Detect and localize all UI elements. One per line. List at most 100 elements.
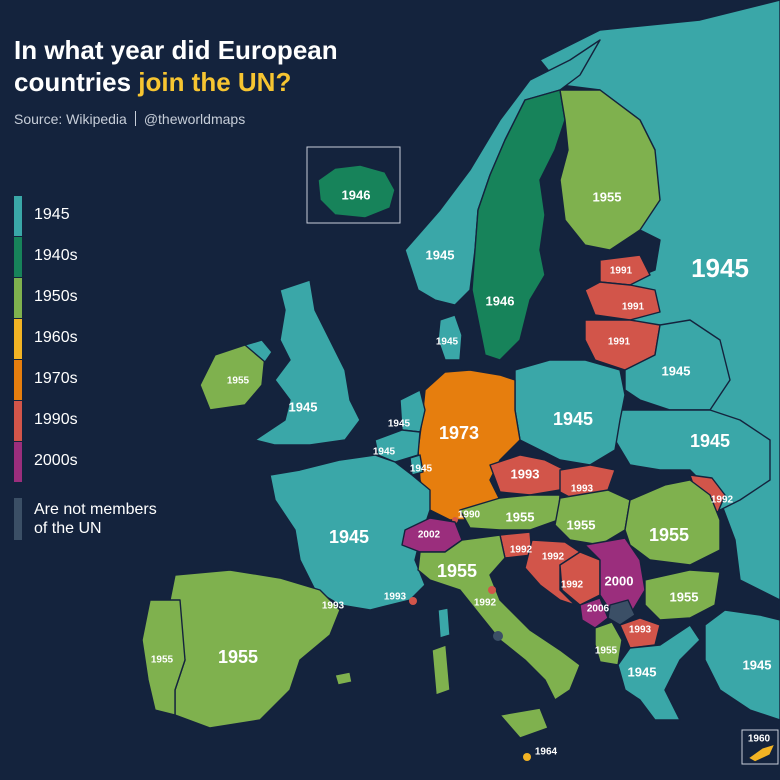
region-cyprus	[747, 743, 776, 763]
label-albania: 1955	[595, 646, 618, 657]
label-estonia: 1991	[610, 266, 633, 277]
iceland-inset-frame	[306, 146, 401, 224]
label-ireland: 1955	[227, 376, 250, 387]
cyprus-inset-frame	[741, 729, 779, 765]
title-line-2: countries join the UN?	[14, 66, 338, 98]
legend-label: 1990s	[34, 411, 78, 428]
title-highlight: join the UN?	[138, 67, 292, 97]
map-title: In what year did European countries join…	[14, 34, 338, 98]
region-sardinia	[431, 644, 451, 696]
label-slovenia: 1992	[510, 545, 533, 556]
label-norway: 1945	[426, 247, 455, 262]
region-iceland	[317, 164, 396, 219]
label-ukraine: 1945	[690, 431, 730, 451]
region-vatican	[493, 631, 503, 641]
region-portugal	[141, 599, 186, 716]
label-serbia: 2000	[605, 573, 634, 588]
label-san-marino: 1992	[474, 598, 497, 609]
region-italy	[417, 534, 581, 701]
legend-label: 1970s	[34, 370, 78, 387]
legend-swatch	[14, 360, 22, 400]
region-belarus	[624, 319, 731, 411]
region-ukraine	[614, 409, 771, 511]
legend-label: Are not members of the UN	[34, 500, 204, 538]
region-hungary	[554, 489, 631, 546]
source-separator	[134, 111, 136, 126]
label-romania: 1955	[649, 525, 689, 545]
legend-label: 1945	[34, 206, 70, 223]
label-germany: 1973	[439, 423, 479, 443]
region-uk	[254, 279, 361, 446]
source-line: Source: Wikipedia @theworldmaps	[14, 111, 245, 127]
label-luxembourg: 1945	[410, 464, 433, 475]
label-portugal: 1955	[151, 655, 174, 666]
region-france	[269, 454, 431, 611]
label-finland: 1955	[593, 189, 622, 204]
region-sweden	[471, 89, 566, 361]
legend-label: 2000s	[34, 452, 78, 469]
label-andorra: 1993	[322, 601, 345, 612]
title-line-2-plain: countries	[14, 67, 139, 97]
label-turkey: 1945	[743, 657, 772, 672]
label-sweden: 1946	[486, 293, 515, 308]
label-hungary: 1955	[567, 517, 596, 532]
label-macedonia: 1993	[629, 625, 652, 636]
label-cyprus: 1960	[748, 734, 771, 745]
label-spain: 1955	[218, 647, 258, 667]
label-russia: 1945	[691, 253, 749, 283]
label-uk: 1945	[289, 399, 318, 414]
region-macedonia	[619, 617, 661, 649]
legend-swatch	[14, 442, 22, 482]
label-croatia: 1992	[542, 552, 565, 563]
label-czechia: 1993	[511, 466, 540, 481]
label-belgium: 1945	[373, 447, 396, 458]
region-latvia	[584, 281, 661, 321]
label-bulgaria: 1955	[670, 589, 699, 604]
legend-swatch	[14, 401, 22, 441]
region-san-marino	[488, 586, 496, 594]
source-handle: @theworldmaps	[143, 111, 246, 127]
legend-nonmember-line-1: Are not members	[34, 501, 157, 518]
legend-swatch	[14, 278, 22, 318]
label-slovakia: 1993	[571, 484, 594, 495]
label-france: 1945	[329, 527, 369, 547]
region-turkey	[704, 609, 780, 721]
region-netherlands	[399, 389, 426, 433]
label-greece: 1945	[628, 664, 657, 679]
legend-swatch	[14, 196, 22, 236]
region-estonia	[599, 254, 651, 286]
legend-nonmember-line-2: of the UN	[34, 520, 102, 537]
label-malta: 1964	[535, 747, 558, 758]
region-montenegro	[579, 597, 609, 629]
label-montenegro: 2006	[587, 604, 610, 615]
region-malta	[523, 753, 531, 761]
region-monaco	[409, 597, 417, 605]
legend-swatch	[14, 237, 22, 277]
region-luxembourg	[409, 454, 424, 476]
legend-swatch	[14, 498, 22, 540]
label-iceland: 1946	[342, 187, 371, 202]
region-greece	[617, 624, 701, 721]
label-moldova: 1992	[711, 495, 734, 506]
label-monaco: 1993	[384, 592, 407, 603]
region-bulgaria	[644, 569, 721, 621]
region-romania	[624, 479, 721, 566]
label-austria: 1955	[506, 509, 535, 524]
region-albania	[594, 621, 623, 666]
label-denmark: 1945	[436, 337, 459, 348]
region-northern-ireland	[244, 339, 273, 363]
legend-label: 1950s	[34, 288, 78, 305]
legend-swatch	[14, 319, 22, 359]
label-latvia: 1991	[622, 302, 645, 313]
label-switzerland: 2002	[418, 530, 441, 541]
title-line-1: In what year did European	[14, 35, 338, 65]
region-corsica	[437, 607, 451, 639]
legend-label: 1960s	[34, 329, 78, 346]
label-poland: 1945	[553, 409, 593, 429]
region-balearic	[334, 671, 353, 686]
legend-label: 1940s	[34, 247, 78, 264]
label-lithuania: 1991	[608, 337, 631, 348]
label-liechtenstein: 1990	[458, 510, 481, 521]
label-belarus: 1945	[662, 363, 691, 378]
